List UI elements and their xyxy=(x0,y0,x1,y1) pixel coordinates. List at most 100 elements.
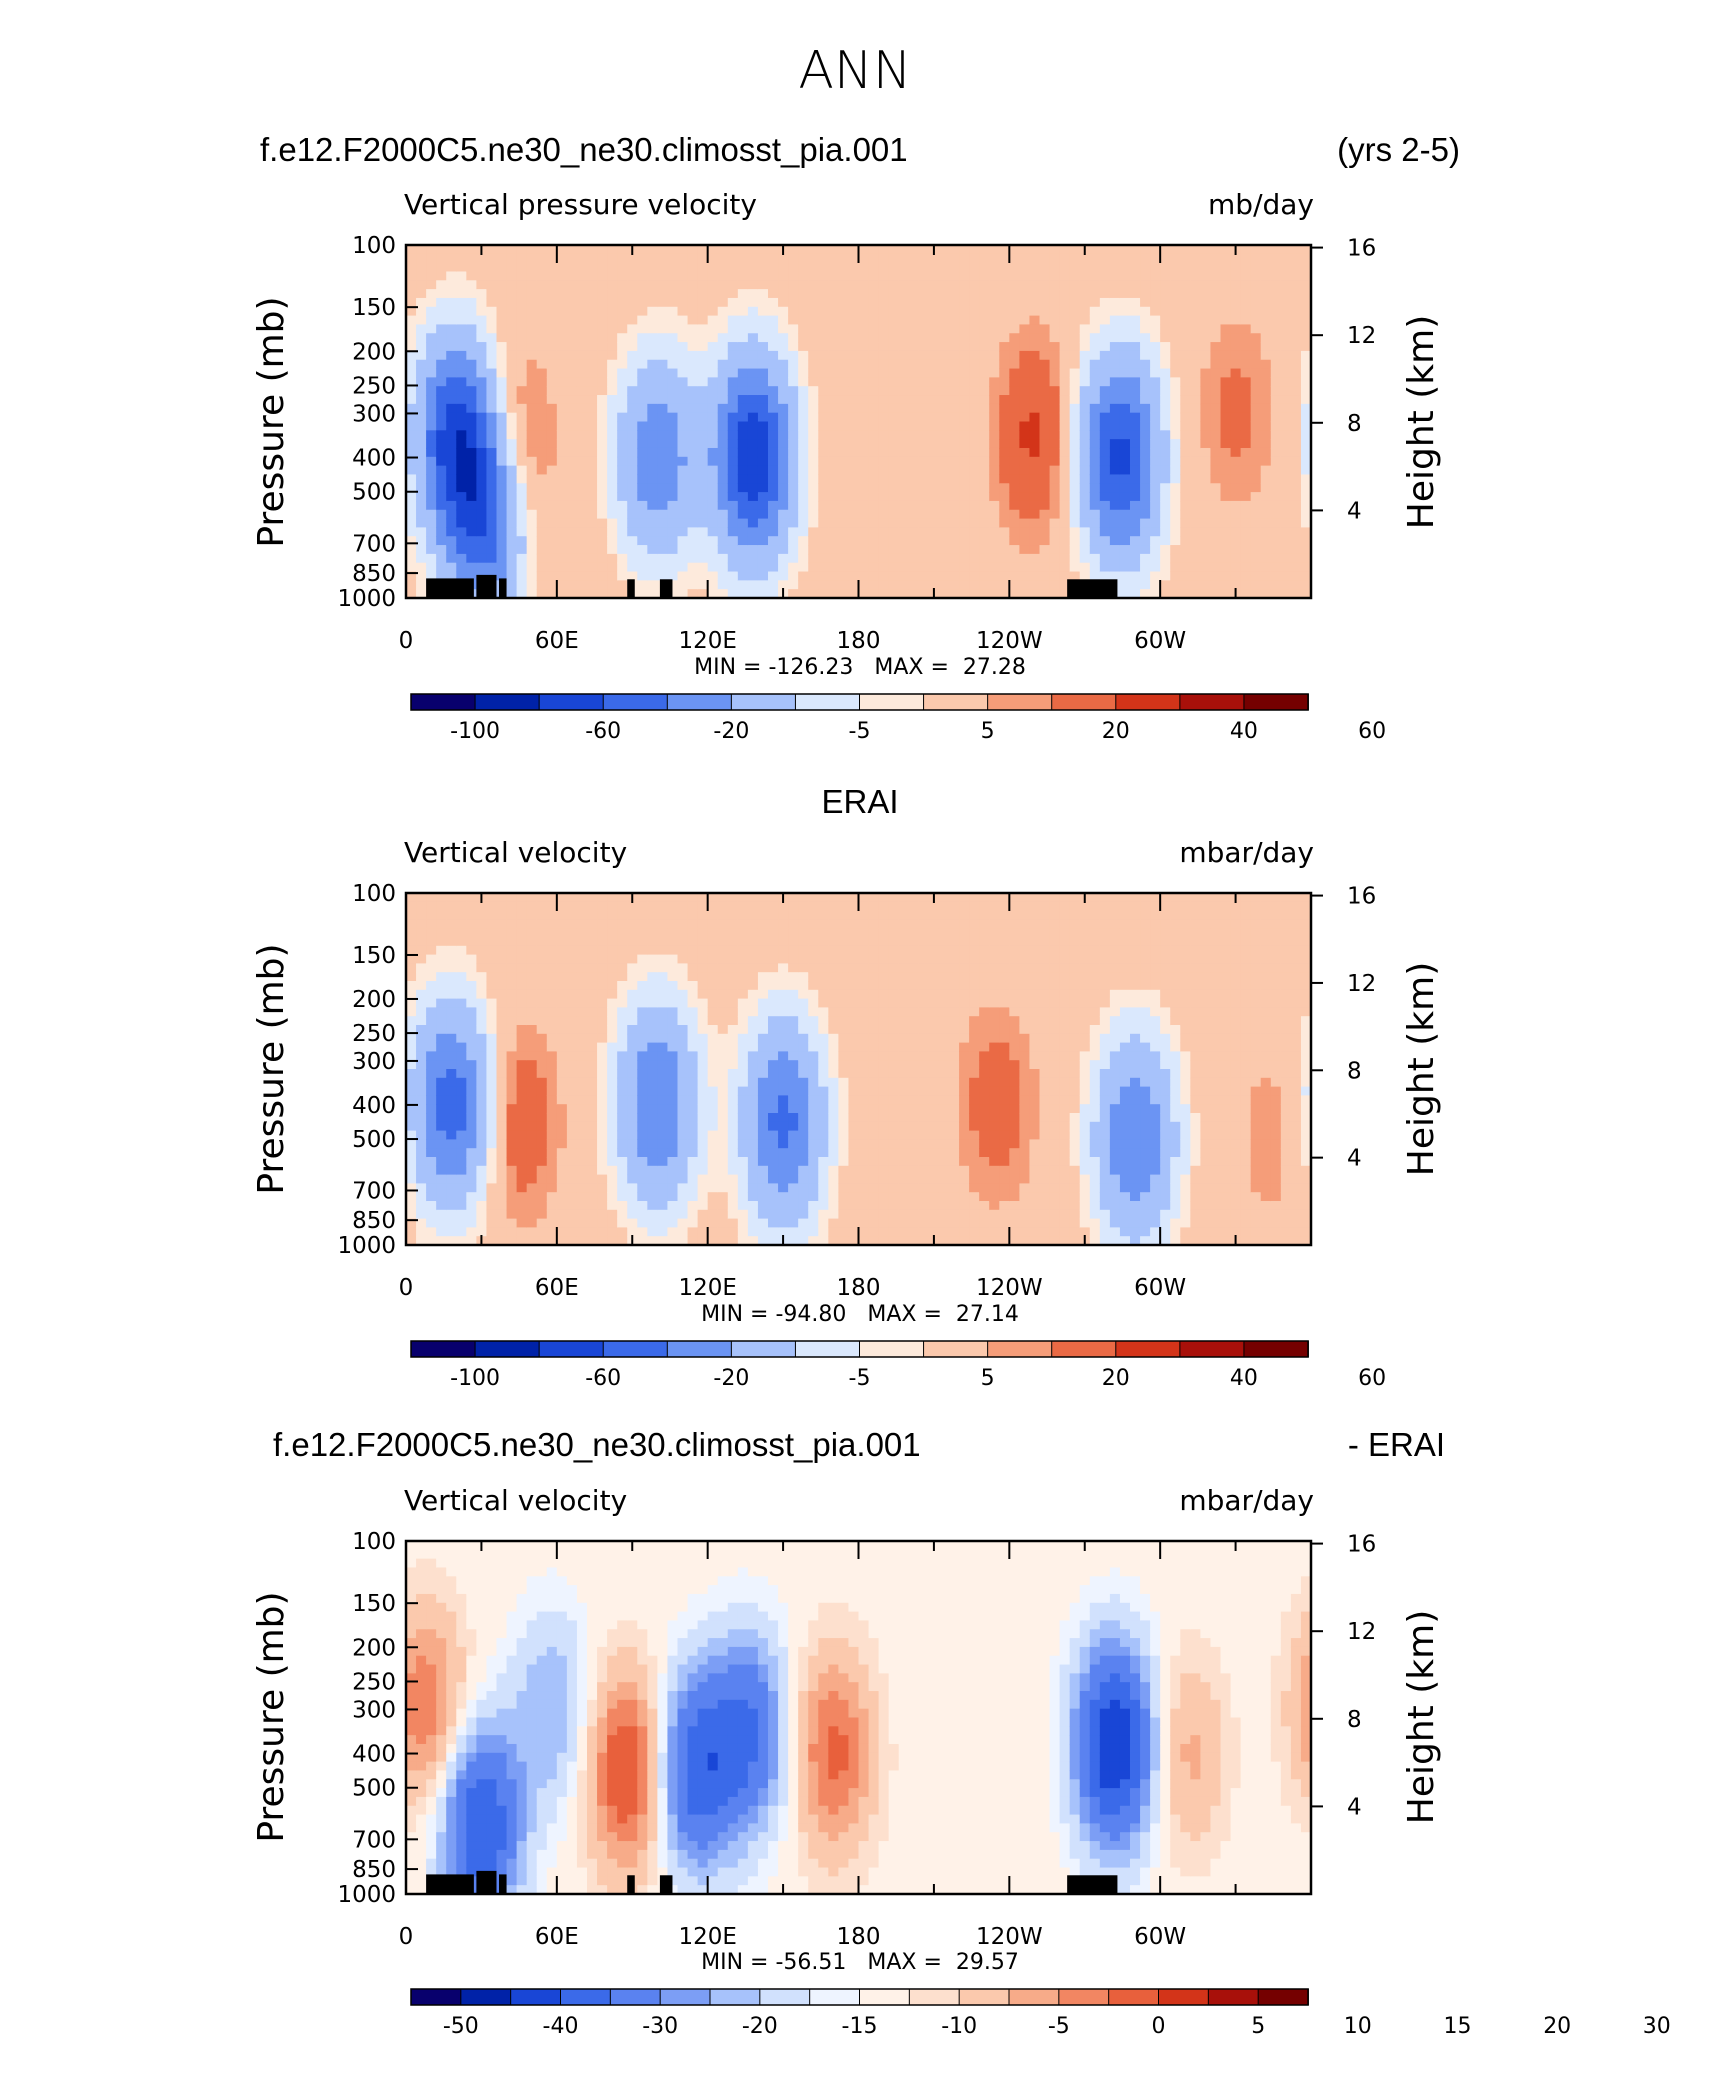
field-cell xyxy=(587,315,598,326)
field-cell xyxy=(607,1077,618,1088)
field-cell xyxy=(406,1165,417,1176)
field-cell xyxy=(778,553,789,564)
field-cell xyxy=(667,430,679,440)
field-cell xyxy=(707,509,719,520)
field-cell xyxy=(466,998,477,1008)
field-cell xyxy=(546,1095,558,1105)
field-cell xyxy=(637,589,648,599)
field-cell xyxy=(647,1183,658,1193)
field-cell xyxy=(556,483,568,493)
field-cell xyxy=(546,545,558,555)
field-cell xyxy=(546,386,558,396)
field-cell xyxy=(587,553,598,564)
field-cell xyxy=(496,368,508,378)
field-cell xyxy=(1170,545,1181,555)
field-cell xyxy=(1150,368,1161,378)
field-cell xyxy=(979,483,990,493)
field-cell xyxy=(989,421,1000,431)
field-cell xyxy=(697,1148,709,1158)
field-cell xyxy=(838,395,850,405)
field-cell xyxy=(1009,377,1020,387)
field-cell xyxy=(516,245,528,255)
field-cell xyxy=(918,580,930,590)
field-cell xyxy=(687,412,699,423)
field-cell xyxy=(878,456,890,467)
field-cell xyxy=(416,1007,427,1017)
field-cell xyxy=(476,963,488,973)
field-cell xyxy=(1140,447,1151,458)
field-cell xyxy=(486,989,498,1000)
field-cell xyxy=(1300,447,1312,458)
topography-block xyxy=(499,578,507,598)
field-cell xyxy=(597,297,608,308)
field-cell xyxy=(466,1183,477,1193)
field-cell xyxy=(687,910,699,920)
field-cell xyxy=(576,910,588,920)
field-cell xyxy=(597,1236,608,1246)
field-cell xyxy=(657,571,669,581)
field-cell xyxy=(999,562,1010,573)
field-cell xyxy=(486,954,498,964)
panel-obs: ERAI Vertical velocity mbar/day 10015020… xyxy=(251,783,1442,1391)
field-cell xyxy=(617,553,628,564)
field-cell xyxy=(677,1209,689,1220)
field-cell xyxy=(908,509,920,520)
field-cell xyxy=(546,937,558,947)
field-cell xyxy=(566,289,578,299)
field-cell xyxy=(1029,483,1041,493)
field-cell xyxy=(516,1095,528,1105)
field-cell xyxy=(848,483,860,493)
field-cell xyxy=(788,324,799,334)
field-cell xyxy=(406,350,417,361)
field-cell xyxy=(1039,447,1051,458)
field-cell xyxy=(858,465,870,476)
field-cell xyxy=(1160,421,1171,431)
field-cell xyxy=(768,580,779,590)
field-cell xyxy=(1200,342,1212,352)
field-cell xyxy=(687,1148,699,1158)
field-cell xyxy=(1170,509,1181,520)
field-cell xyxy=(576,1121,588,1132)
field-cell xyxy=(416,1227,427,1237)
field-cell xyxy=(426,963,437,973)
field-cell xyxy=(1089,536,1101,546)
field-cell xyxy=(1009,315,1020,326)
field-cell xyxy=(979,492,990,502)
field-cell xyxy=(959,386,970,396)
field-cell xyxy=(1170,474,1181,484)
field-cell xyxy=(707,1227,719,1237)
field-cell xyxy=(969,253,980,264)
field-cell xyxy=(979,589,990,599)
field-cell xyxy=(999,324,1010,334)
field-cell xyxy=(406,280,417,290)
field-cell xyxy=(456,412,467,423)
field-cell xyxy=(1290,562,1302,573)
field-cell xyxy=(717,1236,729,1246)
field-cell xyxy=(566,1095,578,1105)
field-cell xyxy=(657,1130,669,1140)
field-cell xyxy=(949,465,960,476)
field-cell xyxy=(566,954,578,964)
field-cell xyxy=(556,998,568,1008)
field-cell xyxy=(1119,253,1131,264)
field-cell xyxy=(1210,500,1222,511)
field-cell xyxy=(526,919,538,929)
field-cell xyxy=(667,981,679,991)
field-cell xyxy=(737,324,749,334)
field-cell xyxy=(798,536,809,546)
field-cell xyxy=(627,350,638,361)
field-cell xyxy=(788,439,799,449)
field-cell xyxy=(1140,562,1151,573)
field-cell xyxy=(1109,421,1121,431)
field-cell xyxy=(687,1165,699,1176)
field-cell xyxy=(546,1227,558,1237)
field-cell xyxy=(1039,527,1051,537)
field-cell xyxy=(1119,271,1131,281)
field-cell xyxy=(496,280,508,290)
field-cell xyxy=(999,333,1010,343)
field-cell xyxy=(486,910,498,920)
field-cell xyxy=(436,562,447,573)
field-cell xyxy=(667,589,679,599)
field-cell xyxy=(757,571,769,581)
field-cell xyxy=(1049,465,1061,476)
